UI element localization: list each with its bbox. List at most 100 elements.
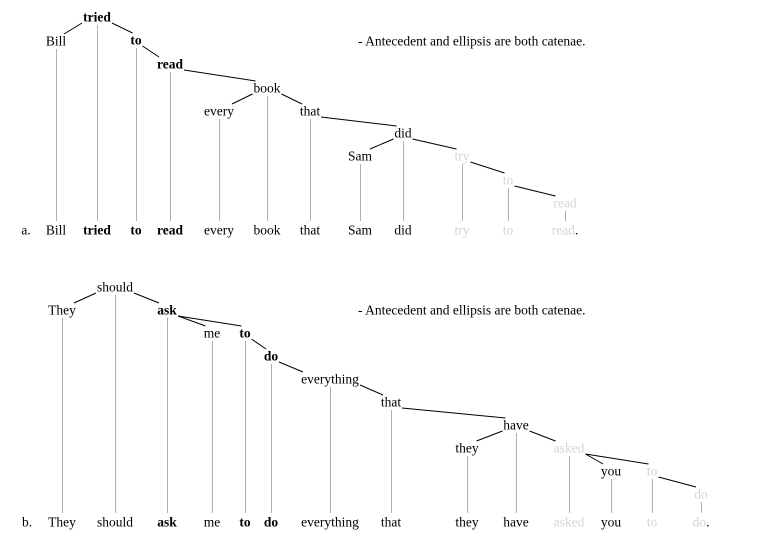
- sentence-word-text: me: [203, 514, 221, 530]
- dependency-edge: [369, 138, 394, 150]
- sentence-word: to: [647, 515, 658, 529]
- sentence-word: read: [157, 223, 183, 237]
- dependency-edge: [470, 161, 505, 174]
- dependency-edge: [585, 453, 604, 465]
- sentence-word-text: tried: [83, 222, 111, 238]
- tree-node-word: to: [646, 463, 658, 479]
- sentence-word-text: have: [503, 514, 529, 530]
- sentence-word: do.: [693, 515, 710, 529]
- dependency-edge: [183, 69, 256, 82]
- dependency-edge: [251, 338, 267, 350]
- tree-node-word: to: [239, 325, 251, 341]
- tree-node-word: me: [203, 325, 221, 341]
- dependency-edge: [401, 407, 506, 419]
- dependency-edge: [142, 45, 160, 58]
- tree-node-word: to: [130, 32, 142, 48]
- tree-node-word: did: [394, 125, 412, 141]
- sentence-word: every: [204, 223, 234, 237]
- dependency-edge: [278, 361, 304, 373]
- dependency-edge: [412, 138, 457, 150]
- dependency-edge: [585, 453, 649, 465]
- dependency-edge: [73, 292, 97, 304]
- sentence-word-text: try: [454, 222, 470, 238]
- dependency-edge: [177, 315, 242, 327]
- tree-node-word: every: [204, 103, 234, 119]
- sentence-word-text: did: [394, 222, 412, 238]
- sentence-word-text: read: [551, 222, 575, 238]
- annotation-note: - Antecedent and ellipsis are both caten…: [358, 33, 586, 49]
- sentence-word: you: [601, 515, 621, 529]
- sentence-word-text: to: [130, 222, 142, 238]
- tree-node-word: asked: [553, 440, 585, 456]
- sentence-word: everything: [301, 515, 359, 529]
- tree-node-word: everything: [301, 371, 359, 387]
- tree-node-word: to: [502, 172, 514, 188]
- sentence-word-text: book: [253, 222, 281, 238]
- sentence-word: should: [97, 515, 133, 529]
- sentence-word: to: [130, 223, 141, 237]
- sentence-word-text: Sam: [347, 222, 373, 238]
- sentence-word: that: [381, 515, 401, 529]
- tree-node-word: tried: [83, 9, 111, 25]
- tree-node-word: Bill: [45, 33, 67, 49]
- sentence-word-text: asked: [553, 514, 585, 530]
- dependency-edge: [63, 22, 83, 35]
- dependency-edge: [111, 22, 133, 34]
- tree-node-word: you: [600, 463, 622, 479]
- dependency-edge: [320, 116, 397, 127]
- sentence-word: they: [455, 515, 478, 529]
- tree-node-word: ask: [157, 302, 177, 318]
- sentence-word-text: They: [48, 514, 76, 530]
- sentence-punctuation: .: [574, 222, 579, 238]
- tree-node-word: do: [694, 486, 708, 502]
- tree-node-word: book: [253, 80, 281, 96]
- tree-node-word: have: [503, 417, 529, 433]
- tree-node-word: They: [48, 302, 76, 318]
- tree-node-word: try: [454, 148, 470, 164]
- sentence-word-text: that: [299, 222, 321, 238]
- tree-node-word: read: [553, 195, 577, 211]
- sentence-word-text: read: [157, 222, 183, 238]
- example-label: b.: [21, 514, 33, 530]
- sentence-word-text: do: [263, 514, 279, 530]
- sentence-word-text: to: [646, 514, 658, 530]
- sentence-word: tried: [83, 223, 111, 237]
- tree-node-word: read: [157, 56, 183, 72]
- sentence-word-text: everything: [301, 514, 359, 530]
- sentence-word: have: [503, 515, 528, 529]
- sentence-punctuation: .: [706, 514, 710, 530]
- sentence-word-text: to: [239, 514, 251, 530]
- annotation-note: - Antecedent and ellipsis are both caten…: [358, 302, 586, 318]
- tree-node-word: that: [380, 394, 402, 410]
- sentence-word-text: that: [380, 514, 402, 530]
- tree-node-word: they: [455, 440, 479, 456]
- sentence-word-text: you: [600, 514, 622, 530]
- tree-node-word: Sam: [347, 148, 373, 164]
- tree-node-word: that: [299, 103, 321, 119]
- dependency-edge: [359, 384, 384, 396]
- sentence-word: Sam: [348, 223, 372, 237]
- sentence-word: book: [254, 223, 281, 237]
- sentence-word: do: [264, 515, 278, 529]
- dependency-edge: [231, 93, 253, 105]
- sentence-word-text: ask: [157, 514, 177, 530]
- sentence-word-text: should: [96, 514, 134, 530]
- sentence-word-text: do: [692, 514, 707, 530]
- sentence-word: read.: [552, 223, 579, 237]
- sentence-word-text: every: [204, 222, 234, 238]
- example-label: a.: [21, 222, 31, 238]
- sentence-word: to: [503, 223, 514, 237]
- sentence-word: did: [394, 223, 411, 237]
- sentence-word: ask: [157, 515, 177, 529]
- dependency-edge: [476, 430, 503, 442]
- dependency-edge: [658, 476, 697, 488]
- dependency-edge: [177, 315, 206, 327]
- sentence-word: They: [48, 515, 76, 529]
- sentence-word-text: to: [502, 222, 514, 238]
- sentence-word: try: [455, 223, 470, 237]
- dependency-edge: [529, 430, 556, 442]
- dependency-edge: [514, 185, 556, 197]
- sentence-word-text: Bill: [45, 222, 67, 238]
- sentence-word: asked: [554, 515, 585, 529]
